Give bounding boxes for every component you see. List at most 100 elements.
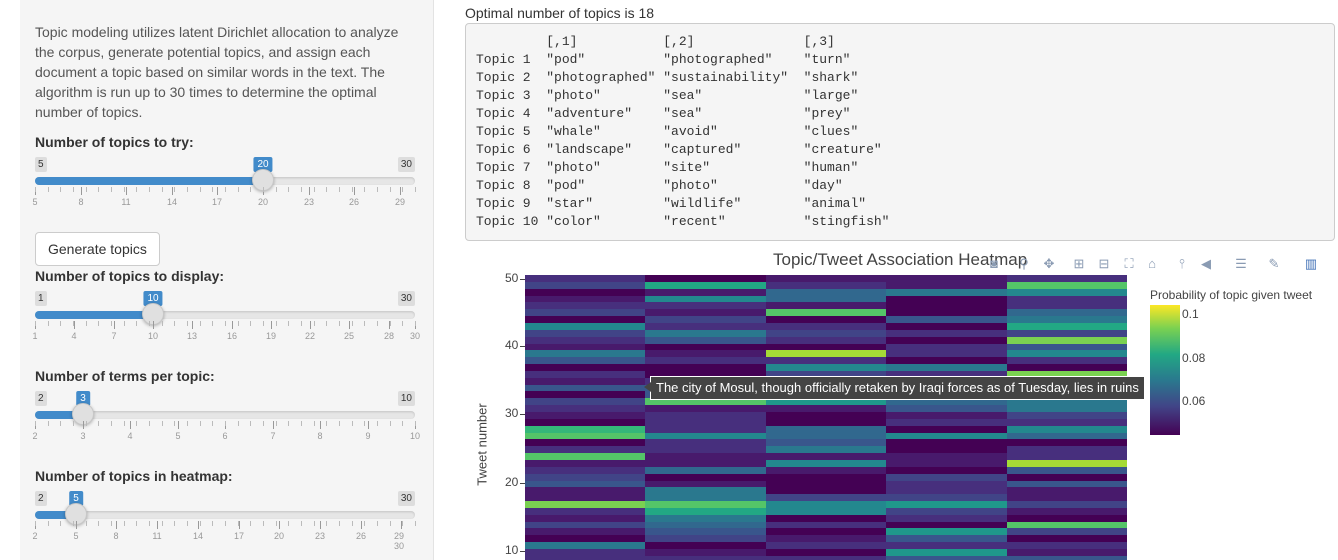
slider-tick-label: 17 <box>211 197 223 207</box>
slider-minor-tick <box>377 187 378 192</box>
heatmap-cell <box>765 501 887 509</box>
heatmap-cell <box>1006 453 1127 461</box>
heatmap-cell <box>645 418 767 427</box>
autoscale-icon[interactable]: ⛶ <box>1124 256 1134 271</box>
slider-minor-tick <box>377 521 378 526</box>
hover-compare-icon[interactable]: ☰ <box>1235 256 1247 271</box>
heatmap-plot-area[interactable] <box>525 275 1127 560</box>
heatmap-cell <box>1006 412 1127 420</box>
slider-minor-tick <box>276 421 277 426</box>
y-tick-mark <box>520 551 525 552</box>
heatmap-cell <box>886 542 1008 550</box>
heatmap-cell <box>645 412 767 420</box>
slider-tick <box>217 187 218 195</box>
heatmap-cell <box>525 425 646 434</box>
slider-value-label: 20 <box>253 157 273 172</box>
slider-tick <box>192 321 193 329</box>
heatmap-cell <box>1006 302 1127 310</box>
slider-minor-tick <box>364 187 365 192</box>
slider-tick-label: 14 <box>192 531 204 541</box>
slider-tick-label: 22 <box>304 331 316 341</box>
slider-tick <box>114 321 115 329</box>
zoom-icon[interactable]: ⚲ <box>1019 256 1029 271</box>
heatmap-cell <box>645 480 767 488</box>
slider-minor-tick <box>288 421 289 426</box>
heatmap-cell <box>525 370 646 379</box>
heatmap-cell <box>645 432 767 440</box>
slider-tick-label: 13 <box>186 331 198 341</box>
slider-minor-tick <box>187 421 188 426</box>
sidebar: Topic modeling utilizes latent Dirichlet… <box>20 0 434 560</box>
slider-tick <box>401 521 402 529</box>
hover-closest-icon[interactable]: ◀ <box>1201 256 1211 271</box>
slider-tick <box>389 321 390 329</box>
topics-in-heatmap-slider[interactable]: 2 30 5 2 5 8 11 14 17 20 23 26 29 30 <box>32 491 416 551</box>
heatmap-cell <box>886 295 1008 303</box>
zoom-in-icon[interactable]: ⊞ <box>1073 256 1085 271</box>
slider-tick-label: 20 <box>257 197 269 207</box>
heatmap-cell <box>886 336 1008 344</box>
slider-minor-tick <box>402 187 403 192</box>
slider-tick-label: 4 <box>127 431 133 441</box>
slider-minor-tick <box>250 521 251 526</box>
slider-minor-tick <box>314 521 315 526</box>
terms-per-topic-slider[interactable]: 2 10 3 2 3 4 5 6 7 8 9 10 <box>32 391 420 451</box>
heatmap-cell <box>645 275 767 283</box>
slider-track <box>35 411 415 419</box>
slider-value-label: 10 <box>143 291 163 306</box>
optimal-topics-text: Optimal number of topics is 18 <box>465 5 655 21</box>
heatmap-cell <box>765 487 887 495</box>
heatmap-cell <box>886 466 1008 475</box>
slider-minor-tick <box>326 421 327 426</box>
heatmap-cell <box>525 343 646 351</box>
heatmap-cell <box>765 535 887 543</box>
topics-to-display-slider[interactable]: 1 30 10 1 4 7 10 13 16 19 22 25 28 30 <box>32 291 420 351</box>
slider-min-label: 2 <box>35 491 47 506</box>
slider-minor-tick <box>48 421 49 426</box>
heatmap-cell <box>886 446 1008 454</box>
slider-minor-tick <box>225 421 226 426</box>
heatmap-cell <box>645 309 767 317</box>
slider-minor-tick <box>86 321 87 326</box>
heatmap-cell <box>1006 370 1127 379</box>
slider-max-label: 30 <box>397 491 415 506</box>
heatmap-cell <box>765 425 887 434</box>
slider-tick <box>83 421 84 429</box>
slider-tick-label: 23 <box>303 197 315 207</box>
slider-minor-tick <box>60 187 61 192</box>
heatmap-cell <box>886 322 1008 331</box>
slider-tick-label: 20 <box>273 531 285 541</box>
edit-icon[interactable]: ✎ <box>1268 256 1280 271</box>
heatmap-cell <box>645 357 767 365</box>
heatmap-cell <box>765 302 887 310</box>
heatmap-cell <box>525 418 646 427</box>
slider-minor-tick <box>212 421 213 426</box>
home-icon[interactable]: ⌂ <box>1148 256 1156 271</box>
heatmap-cell <box>1006 432 1127 440</box>
heatmap-cell <box>886 549 1008 557</box>
spike-icon[interactable]: ⫯ <box>1179 256 1185 271</box>
camera-icon[interactable]: ◙ <box>990 256 998 271</box>
slider-minor-tick <box>301 321 302 326</box>
slider-minor-tick <box>200 521 201 526</box>
slider-minor-tick <box>402 421 403 426</box>
slider-minor-tick <box>276 521 277 526</box>
plotly-logo-icon[interactable]: ▥ <box>1304 256 1318 271</box>
heatmap-cell <box>525 501 646 509</box>
slider-minor-tick <box>86 421 87 426</box>
slider-tick-label: 16 <box>226 331 238 341</box>
zoom-out-icon[interactable]: ⊟ <box>1098 256 1110 271</box>
heatmap-cell <box>525 405 646 413</box>
topics-to-try-slider[interactable]: 5 30 20 5 8 11 14 17 20 23 26 29 <box>32 157 416 217</box>
slider-minor-tick <box>301 421 302 426</box>
heatmap-cell <box>1006 316 1127 324</box>
heatmap-cell <box>645 343 767 351</box>
slider-minor-tick <box>98 421 99 426</box>
generate-topics-button[interactable]: Generate topics <box>35 232 160 266</box>
heatmap-cell <box>645 507 767 516</box>
pan-icon[interactable]: ✥ <box>1043 256 1055 271</box>
slider-minor-tick <box>314 187 315 192</box>
slider-minor-tick <box>377 321 378 326</box>
slider-minor-tick <box>111 521 112 526</box>
heatmap-cell <box>765 446 887 454</box>
